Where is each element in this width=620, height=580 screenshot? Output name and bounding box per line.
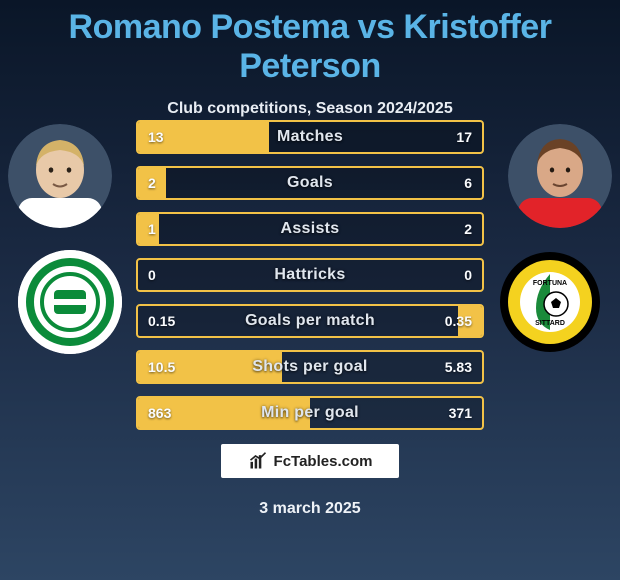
- club-right-svg: FORTUNA SITTARD: [498, 250, 602, 354]
- stat-label: Matches: [138, 122, 482, 152]
- player-right-avatar: [508, 124, 612, 228]
- brand-text: FcTables.com: [274, 453, 373, 470]
- chart-icon: [248, 451, 268, 471]
- page-title: Romano Postema vs Kristoffer Peterson: [0, 0, 620, 86]
- stats-list: 1317Matches 26Goals 12Assists 00Hattricks 0.…: [136, 120, 484, 442]
- stat-label: Goals: [138, 168, 482, 198]
- stat-label: Shots per goal: [138, 352, 482, 382]
- brand-badge: FcTables.com: [221, 444, 399, 478]
- svg-text:SITTARD: SITTARD: [535, 320, 565, 327]
- comparison-card: Romano Postema vs Kristoffer Peterson Cl…: [0, 0, 620, 580]
- stat-row: 863371Min per goal: [136, 396, 484, 430]
- stat-label: Goals per match: [138, 306, 482, 336]
- player-right-club-badge: FORTUNA SITTARD: [498, 250, 602, 354]
- player-left-avatar: [8, 124, 112, 228]
- club-left-svg: [18, 250, 122, 354]
- stat-label: Min per goal: [138, 398, 482, 428]
- stat-row: 12Assists: [136, 212, 484, 246]
- stat-row: 26Goals: [136, 166, 484, 200]
- stat-row: 0.150.35Goals per match: [136, 304, 484, 338]
- player-left-club-badge: [18, 250, 122, 354]
- stat-row: 10.55.83Shots per goal: [136, 350, 484, 384]
- player-right-avatar-svg: [508, 124, 612, 228]
- stat-row: 1317Matches: [136, 120, 484, 154]
- stat-label: Assists: [138, 214, 482, 244]
- subtitle: Club competitions, Season 2024/2025: [0, 100, 620, 118]
- date-text: 3 march 2025: [0, 500, 620, 518]
- stat-label: Hattricks: [138, 260, 482, 290]
- svg-text:FORTUNA: FORTUNA: [533, 280, 567, 287]
- player-left-avatar-svg: [8, 124, 112, 228]
- stat-row: 00Hattricks: [136, 258, 484, 292]
